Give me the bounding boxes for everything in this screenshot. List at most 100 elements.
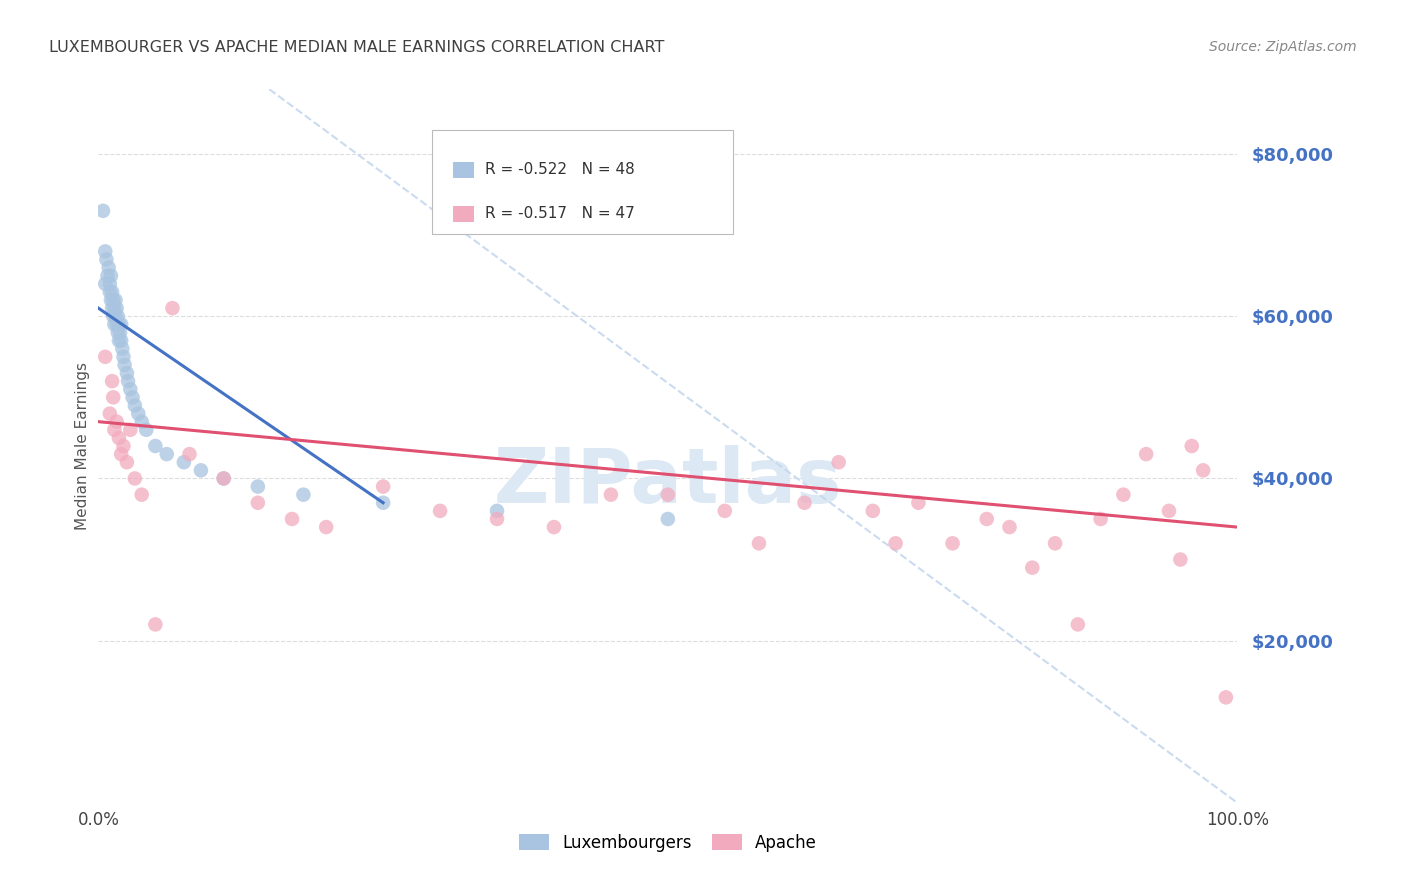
Point [103, 390, 125, 404]
Point [212, 471, 235, 485]
Point [103, 310, 125, 324]
Point [190, 463, 212, 477]
Point [748, 536, 770, 550]
Point [1021, 560, 1043, 574]
Point [98, 407, 121, 421]
Point [281, 512, 304, 526]
Point [1192, 463, 1215, 477]
Point [103, 423, 125, 437]
Point [486, 512, 509, 526]
Point [117, 374, 139, 388]
Text: LUXEMBOURGER VS APACHE MEDIAN MALE EARNINGS CORRELATION CHART: LUXEMBOURGER VS APACHE MEDIAN MALE EARNI… [49, 40, 665, 55]
Point [103, 318, 125, 332]
Point [714, 504, 737, 518]
Point [127, 407, 149, 421]
Point [103, 293, 125, 307]
Text: Source: ZipAtlas.com: Source: ZipAtlas.com [1209, 40, 1357, 54]
Point [371, 496, 394, 510]
Point [108, 431, 131, 445]
Point [145, 439, 167, 453]
Point [110, 334, 132, 348]
Point [105, 301, 128, 315]
Point [162, 301, 184, 315]
Point [111, 342, 134, 356]
Point [1135, 447, 1157, 461]
Point [104, 310, 127, 324]
Point [103, 301, 125, 315]
Text: ZIPatlas: ZIPatlas [494, 445, 842, 518]
Point [94, 244, 117, 259]
Point [112, 439, 135, 453]
Point [212, 471, 235, 485]
Point [1112, 488, 1135, 502]
Point [315, 520, 337, 534]
Point [862, 504, 884, 518]
Point [110, 447, 132, 461]
Point [131, 415, 153, 429]
Point [104, 293, 127, 307]
Point [91, 203, 114, 218]
Point [998, 520, 1021, 534]
Point [600, 488, 623, 502]
Point [907, 496, 929, 510]
Point [429, 504, 451, 518]
Point [107, 310, 129, 324]
Point [976, 512, 998, 526]
Point [105, 415, 128, 429]
Point [371, 479, 394, 493]
Point [793, 496, 815, 510]
Point [114, 358, 136, 372]
Point [1043, 536, 1066, 550]
Legend: Luxembourgers, Apache: Luxembourgers, Apache [512, 828, 824, 859]
Point [246, 479, 269, 493]
Point [135, 423, 157, 437]
Point [156, 447, 179, 461]
Point [124, 399, 146, 413]
Point [105, 318, 128, 332]
Point [110, 318, 132, 332]
Point [292, 488, 315, 502]
Point [657, 512, 679, 526]
Text: R = -0.522   N = 48: R = -0.522 N = 48 [485, 162, 636, 178]
Point [94, 350, 117, 364]
Point [884, 536, 907, 550]
Point [94, 277, 117, 291]
Point [98, 277, 121, 291]
Point [100, 293, 122, 307]
Point [108, 318, 131, 332]
Point [121, 390, 143, 404]
Point [108, 334, 131, 348]
Point [131, 488, 153, 502]
Point [115, 366, 138, 380]
Point [1090, 512, 1112, 526]
Point [96, 252, 118, 267]
Point [115, 455, 138, 469]
Point [101, 285, 124, 299]
Point [486, 504, 509, 518]
Point [120, 423, 142, 437]
Point [112, 350, 135, 364]
Point [1067, 617, 1090, 632]
Point [942, 536, 965, 550]
Point [120, 382, 142, 396]
Point [101, 301, 124, 315]
Point [1215, 690, 1237, 705]
Point [657, 488, 679, 502]
Point [173, 455, 195, 469]
Point [107, 326, 129, 340]
Point [108, 326, 131, 340]
Point [101, 374, 124, 388]
Point [96, 268, 118, 283]
Point [1157, 504, 1180, 518]
Point [543, 520, 565, 534]
Point [1181, 439, 1204, 453]
Point [246, 496, 269, 510]
Point [828, 455, 851, 469]
Point [100, 268, 122, 283]
Point [1170, 552, 1192, 566]
Point [179, 447, 201, 461]
Point [98, 285, 121, 299]
Point [145, 617, 167, 632]
Y-axis label: Median Male Earnings: Median Male Earnings [75, 362, 90, 530]
Point [97, 260, 120, 275]
